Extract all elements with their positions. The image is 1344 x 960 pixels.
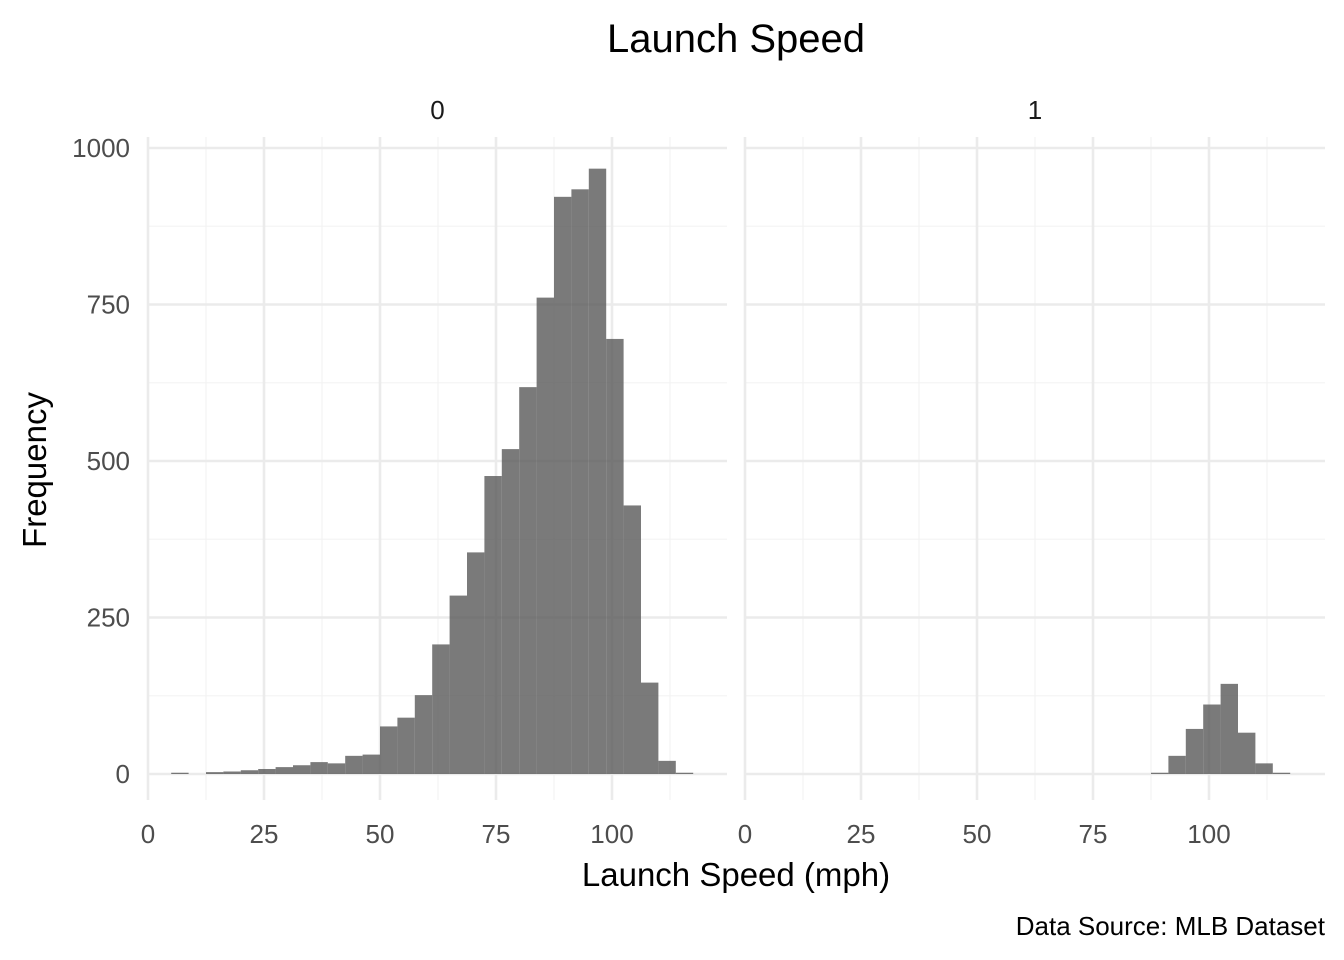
x-tick-label: 75 (482, 819, 511, 849)
histogram-bar (1203, 704, 1221, 774)
histogram-bar (1255, 763, 1273, 774)
x-tick-label: 25 (847, 819, 876, 849)
y-tick-label: 500 (87, 446, 130, 476)
caption: Data Source: MLB Dataset (1016, 911, 1326, 941)
x-tick-label: 0 (738, 819, 752, 849)
histogram-bar (362, 754, 380, 774)
histogram-bar (414, 695, 433, 774)
histogram-bar (240, 770, 259, 774)
x-tick-label: 50 (366, 819, 395, 849)
histogram-bar (449, 595, 467, 774)
y-tick-label: 0 (116, 759, 130, 789)
histogram-bar (675, 772, 694, 774)
histogram-bar (293, 765, 311, 774)
histogram-bar (623, 505, 641, 774)
facet-panel-1: 1 0 25 50 75 100 (738, 95, 1325, 849)
histogram-bar (1238, 732, 1256, 774)
x-tick-label: 75 (1079, 819, 1108, 849)
x-tick-label: 50 (963, 819, 992, 849)
histogram-bar (536, 297, 554, 774)
x-axis-title: Launch Speed (mph) (582, 856, 890, 893)
histogram-bar (571, 189, 589, 775)
histogram-bar (432, 644, 450, 774)
histogram-bar (658, 760, 676, 774)
histogram-bar (1185, 728, 1204, 774)
facet-strip-label: 0 (430, 95, 444, 125)
histogram-bar (641, 682, 659, 774)
x-tick-label: 0 (141, 819, 155, 849)
histogram-bar (275, 767, 293, 774)
histogram-bar (380, 726, 398, 774)
histogram-bar (397, 717, 415, 774)
histogram-bar (223, 771, 241, 774)
y-tick-label: 250 (87, 603, 130, 633)
facet-strip-label: 1 (1028, 95, 1042, 125)
histogram-bar (519, 387, 537, 774)
histogram-bar (258, 768, 276, 774)
histogram-bar (171, 772, 189, 774)
histogram-bar (467, 552, 485, 774)
histogram-bar (1168, 755, 1186, 774)
histogram-bar (206, 772, 224, 774)
histogram-bar (606, 338, 624, 774)
histogram-bar (345, 755, 363, 774)
histogram-bar (588, 168, 607, 774)
x-tick-label: 100 (1187, 819, 1230, 849)
histogram-bar (310, 762, 328, 774)
histogram-bar (554, 196, 572, 774)
chart-title: Launch Speed (607, 17, 865, 61)
x-tick-label: 100 (590, 819, 633, 849)
histogram-bar (1220, 683, 1238, 774)
histogram-bar (501, 449, 520, 774)
y-tick-label: 750 (87, 290, 130, 320)
x-tick-label: 25 (250, 819, 279, 849)
y-tick-label: 1000 (72, 133, 130, 163)
y-axis-title: Frequency (16, 392, 53, 548)
histogram-bar (1151, 772, 1169, 774)
histogram-bar (1272, 772, 1291, 774)
histogram-bar (327, 763, 346, 774)
histogram-bar (484, 476, 502, 774)
